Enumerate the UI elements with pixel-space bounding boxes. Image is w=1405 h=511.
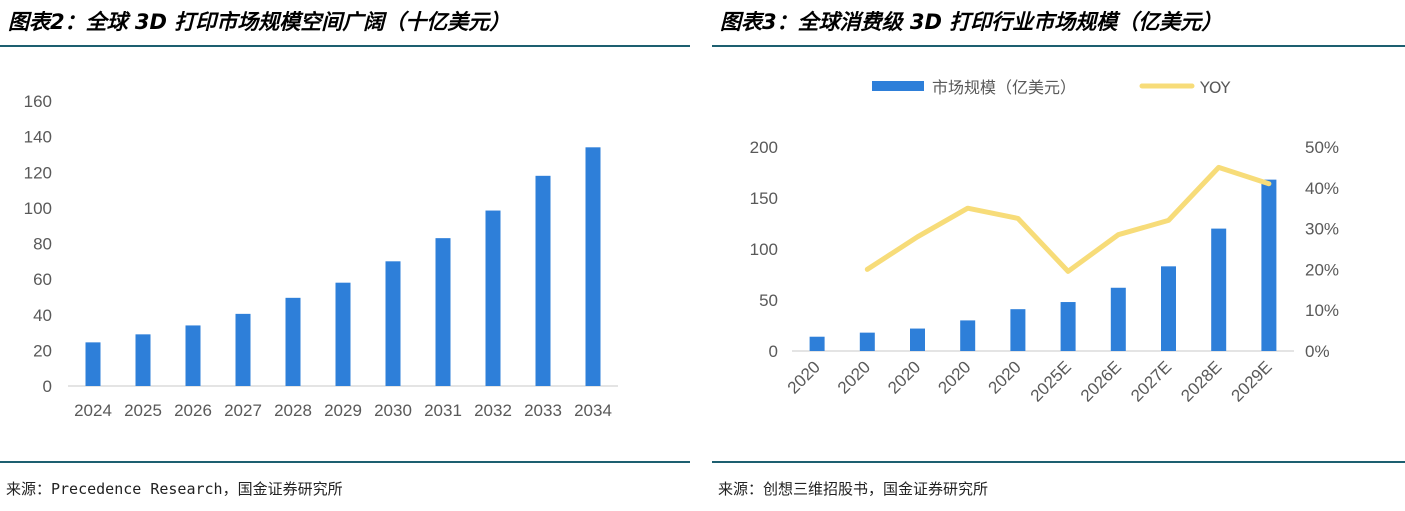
legend-bar-label: 市场规模（亿美元） bbox=[932, 78, 1076, 97]
left-chart-title: 图表2：全球 3D 打印市场规模空间广阔（十亿美元） bbox=[8, 10, 511, 34]
bar bbox=[385, 261, 401, 386]
y-tick-label: 160 bbox=[24, 92, 52, 111]
x-tick-label: 2020 bbox=[985, 357, 1025, 397]
y2-tick-label: 10% bbox=[1305, 301, 1339, 320]
x-tick-label: 2028 bbox=[274, 401, 312, 420]
bar bbox=[335, 282, 351, 386]
x-tick-label: 2020 bbox=[784, 357, 824, 397]
y2-tick-label: 0% bbox=[1305, 342, 1330, 361]
yoy-series-line bbox=[864, 164, 1272, 274]
legend-bar-swatch bbox=[872, 81, 924, 91]
bar bbox=[1110, 287, 1126, 351]
x-tick-label: 2032 bbox=[474, 401, 512, 420]
bar bbox=[435, 238, 451, 386]
right-source-rule bbox=[712, 461, 1405, 463]
bar bbox=[535, 175, 551, 386]
bar bbox=[1261, 179, 1277, 351]
x-tick-label: 2025 bbox=[124, 401, 162, 420]
y-tick-label: 80 bbox=[33, 235, 52, 254]
bar bbox=[185, 325, 201, 386]
bar bbox=[960, 320, 976, 351]
y-tick-label: 100 bbox=[24, 199, 52, 218]
bar bbox=[235, 313, 251, 386]
y-tick-label: 140 bbox=[24, 128, 52, 147]
x-tick-label: 2031 bbox=[424, 401, 462, 420]
y-tick-label: 100 bbox=[750, 240, 778, 259]
right-source-note: 来源：创想三维招股书，国金证券研究所 bbox=[718, 480, 989, 498]
y-tick-label: 20 bbox=[33, 341, 52, 360]
bar bbox=[585, 147, 601, 386]
bar bbox=[859, 332, 875, 351]
bar bbox=[285, 297, 301, 386]
x-tick-label: 2033 bbox=[524, 401, 562, 420]
legend-line-label: YOY bbox=[1199, 78, 1231, 97]
x-tick-label: 2027E bbox=[1127, 357, 1175, 405]
left-bar-chart: 0 20 40 60 80 100 120 140 160 2024 2025 2026 2027 202… bbox=[24, 92, 618, 420]
right-title-rule bbox=[712, 45, 1405, 47]
bar bbox=[135, 334, 151, 386]
left-source-rule bbox=[0, 461, 690, 463]
y-tick-label: 50 bbox=[759, 291, 778, 310]
y-tick-label: 60 bbox=[33, 270, 52, 289]
left-title-rule bbox=[0, 45, 690, 47]
bar bbox=[1010, 309, 1026, 351]
x-tick-label: 2020 bbox=[884, 357, 924, 397]
bar bbox=[1161, 266, 1176, 351]
x-tick-label: 2027 bbox=[224, 401, 262, 420]
right-chart-panel: 图表3：全球消费级 3D 打印行业市场规模（亿美元） 市场规模（亿美元） YOY 0… bbox=[712, 0, 1405, 511]
x-tick-label: 2026 bbox=[174, 401, 212, 420]
x-tick-label: 2029 bbox=[324, 401, 362, 420]
x-tick-label: 2025E bbox=[1027, 357, 1075, 405]
y2-tick-label: 40% bbox=[1305, 179, 1339, 198]
x-tick-label: 2020 bbox=[934, 357, 974, 397]
bar bbox=[85, 342, 101, 386]
y2-tick-label: 20% bbox=[1305, 260, 1339, 279]
right-combo-chart: 市场规模（亿美元） YOY 0 50 100 150 200 0% 10% 20% 30% 40% 50… bbox=[750, 78, 1339, 406]
y2-tick-label: 30% bbox=[1305, 220, 1339, 239]
bar bbox=[910, 328, 925, 351]
y-tick-label: 40 bbox=[33, 306, 52, 325]
x-tick-label: 2029E bbox=[1228, 357, 1276, 405]
y-tick-label: 0 bbox=[43, 377, 52, 396]
x-tick-label: 2020 bbox=[834, 357, 874, 397]
left-chart-panel: 图表2：全球 3D 打印市场规模空间广阔（十亿美元） 0 20 40 60 80 100 1… bbox=[0, 0, 690, 511]
bar bbox=[1211, 228, 1227, 351]
y2-tick-label: 50% bbox=[1305, 138, 1339, 157]
x-tick-label: 2028E bbox=[1177, 357, 1225, 405]
y-tick-label: 120 bbox=[24, 163, 52, 182]
right-chart-title: 图表3：全球消费级 3D 打印行业市场规模（亿美元） bbox=[720, 10, 1223, 34]
x-tick-label: 2034 bbox=[574, 401, 612, 420]
x-tick-label: 2030 bbox=[374, 401, 412, 420]
x-tick-label: 2026E bbox=[1077, 357, 1125, 405]
y-tick-label: 150 bbox=[750, 189, 778, 208]
bar bbox=[809, 336, 825, 351]
bar bbox=[1060, 302, 1076, 351]
bar bbox=[485, 210, 501, 386]
x-tick-label: 2024 bbox=[74, 401, 112, 420]
left-source-note: 来源：Precedence Research，国金证券研究所 bbox=[6, 480, 343, 498]
y-tick-label: 200 bbox=[750, 138, 778, 157]
y-tick-label: 0 bbox=[769, 342, 778, 361]
